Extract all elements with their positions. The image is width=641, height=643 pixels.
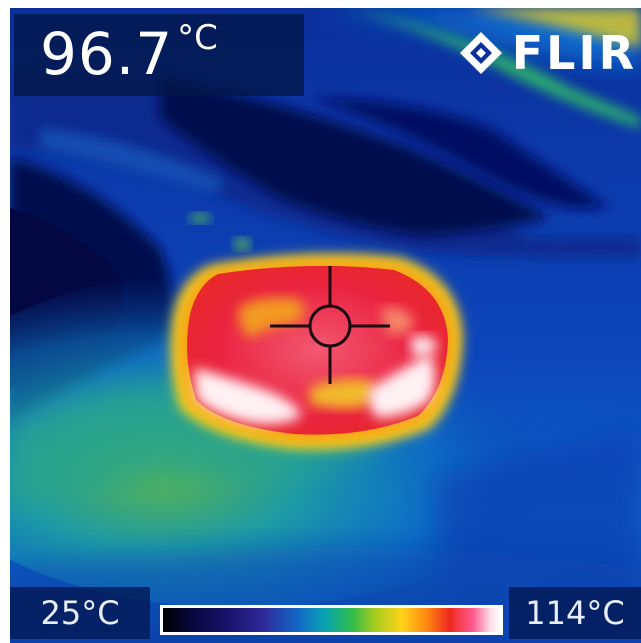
thermal-scene — [10, 8, 641, 643]
brand-logo: FLIR — [458, 26, 637, 80]
brand-name: FLIR — [511, 26, 637, 80]
temperature-scale: 25°C 114°C — [10, 581, 641, 643]
spot-temperature-readout: 96.7 °C — [14, 14, 304, 96]
color-palette-bar — [160, 605, 503, 635]
scale-max-label: 114°C — [509, 587, 641, 639]
temperature-unit: °C — [177, 18, 218, 58]
flir-diamond-logo-icon — [459, 32, 502, 74]
scale-min-label: 25°C — [10, 587, 150, 639]
temperature-value: 96.7 — [40, 20, 174, 88]
crosshair-icon — [270, 266, 390, 384]
